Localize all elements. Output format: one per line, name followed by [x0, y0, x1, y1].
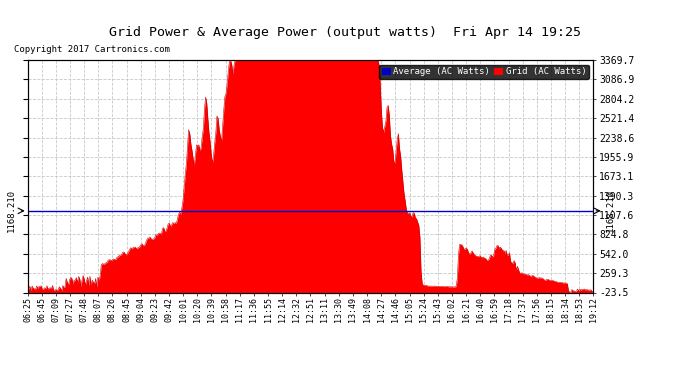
Text: 1168.210: 1168.210	[8, 189, 17, 232]
Text: Grid Power & Average Power (output watts)  Fri Apr 14 19:25: Grid Power & Average Power (output watts…	[109, 26, 581, 39]
Legend: Average (AC Watts), Grid (AC Watts): Average (AC Watts), Grid (AC Watts)	[379, 64, 589, 79]
Text: Copyright 2017 Cartronics.com: Copyright 2017 Cartronics.com	[14, 45, 170, 54]
Text: 1168.210: 1168.210	[606, 189, 615, 232]
